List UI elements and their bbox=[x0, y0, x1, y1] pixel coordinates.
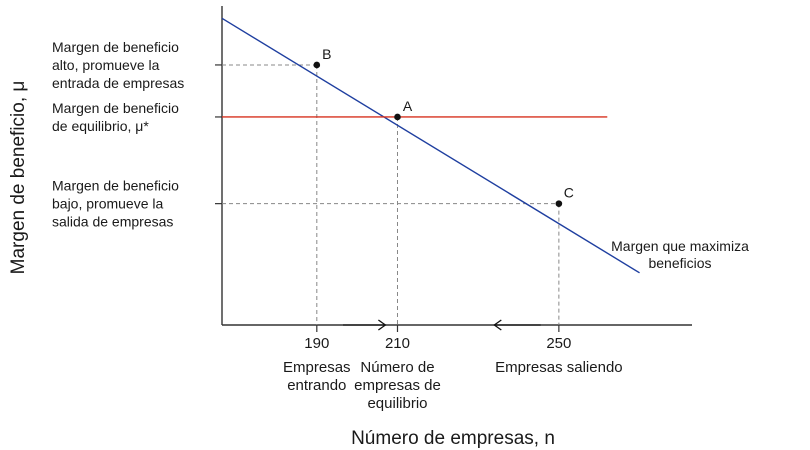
point-label-B: B bbox=[322, 46, 331, 62]
y-level-label-eq: de equilibrio, μ* bbox=[52, 118, 149, 134]
y-level-label-eq: Margen de beneficio bbox=[52, 100, 179, 116]
x-tick-caption-210: equilibrio bbox=[367, 395, 427, 412]
y-level-label-low: Margen de beneficio bbox=[52, 178, 179, 194]
x-tick-caption-250: Empresas saliendo bbox=[495, 359, 623, 376]
axes bbox=[215, 6, 692, 332]
series bbox=[221, 17, 640, 274]
series-label: Margen que maximiza bbox=[611, 238, 749, 254]
x-tick-caption-210: empresas de bbox=[354, 377, 441, 394]
point-A bbox=[394, 113, 401, 121]
data-points bbox=[313, 61, 563, 207]
arrow-head-left bbox=[493, 319, 502, 331]
y-level-label-high: Margen de beneficio bbox=[52, 39, 179, 55]
x-tick-label-250: 250 bbox=[546, 335, 571, 352]
point-B bbox=[313, 61, 321, 69]
y-level-label-low: salida de empresas bbox=[52, 214, 173, 230]
point-C bbox=[555, 200, 563, 207]
y-level-label-high: alto, promueve la bbox=[52, 57, 160, 73]
labels: Margen de beneficio, μ Número de empresas… bbox=[8, 39, 749, 449]
series-label: beneficios bbox=[648, 255, 711, 271]
x-tick-caption-190: entrando bbox=[287, 377, 346, 394]
x-axis-title: Número de empresas, n bbox=[351, 428, 555, 449]
x-tick-label-210: 210 bbox=[385, 335, 410, 352]
guide-lines bbox=[222, 64, 560, 331]
y-level-label-high: entrada de empresas bbox=[52, 75, 184, 91]
x-tick-caption-210: Número de bbox=[360, 359, 434, 376]
y-level-label-low: bajo, promueve la bbox=[52, 196, 164, 212]
x-tick-caption-190: Empresas bbox=[283, 359, 351, 376]
x-tick-label-190: 190 bbox=[304, 335, 329, 352]
point-label-A: A bbox=[403, 98, 413, 114]
series-line-0 bbox=[221, 17, 640, 274]
point-label-C: C bbox=[564, 185, 574, 201]
y-axis-title: Margen de beneficio, μ bbox=[8, 81, 29, 275]
arrow-head-right bbox=[378, 319, 387, 331]
